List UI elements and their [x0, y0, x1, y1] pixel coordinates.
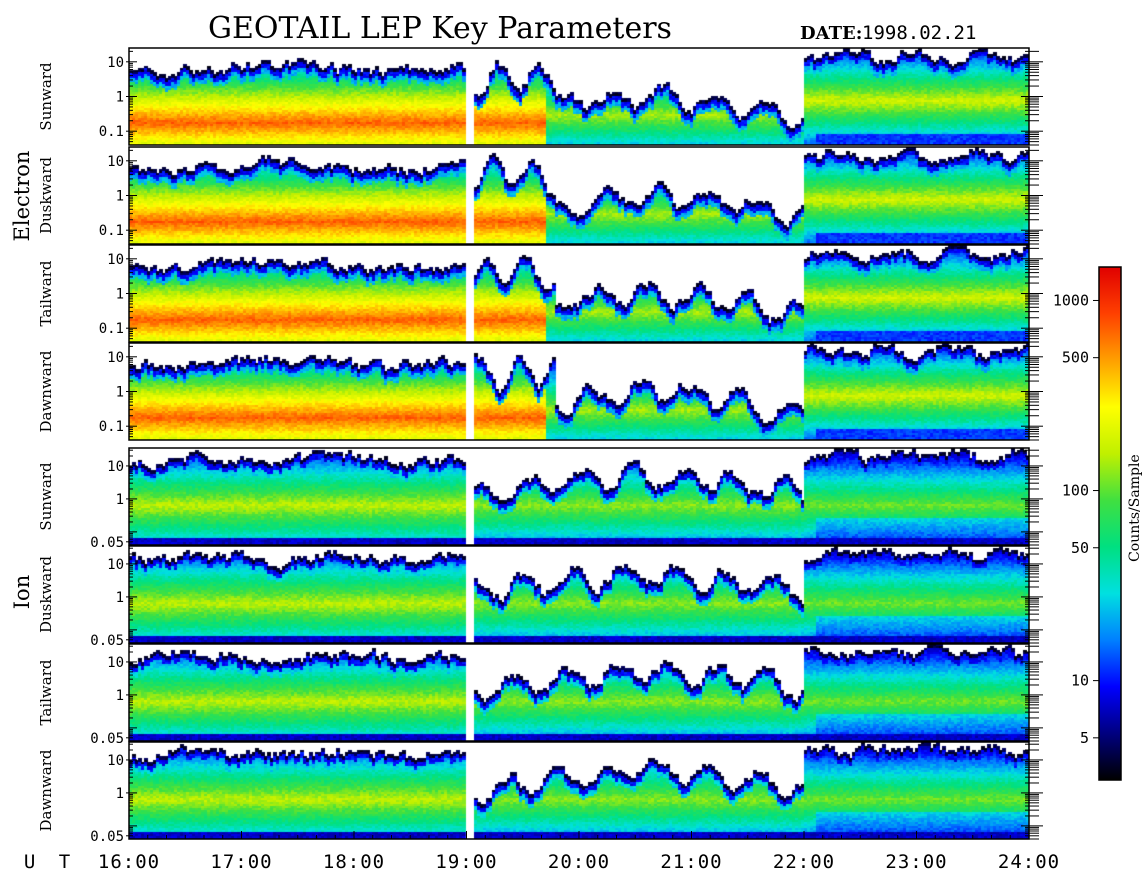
- colorbar-tick-label: 500: [1062, 349, 1089, 367]
- y-tick-label: 1: [116, 385, 124, 401]
- x-tick-label: 16:00: [98, 851, 160, 873]
- colorbar-gradient: [1098, 266, 1122, 781]
- y-tick-label: 10: [107, 252, 124, 268]
- spectrogram-panels: 10 1 0.1 Sunward 10 1 0.1 Duskward 10 1 0.1 Tailwar…: [37, 47, 1043, 845]
- spectrogram-image: [129, 343, 1029, 440]
- spectrogram-image: [129, 644, 1029, 741]
- y-tick-label: 0.1: [99, 321, 124, 337]
- y-tick-label: 1: [116, 90, 124, 106]
- y-tick-label: 0.05: [90, 829, 124, 845]
- y-tick-label: 0.1: [99, 419, 124, 435]
- data-gap: [466, 742, 474, 839]
- x-axis-label: U T: [24, 851, 76, 873]
- panel-frame: [128, 447, 1030, 546]
- panel-label-dawnward: Dawnward: [37, 350, 55, 432]
- y-tick-label: 10: [107, 55, 124, 71]
- y-tick-label: 0.1: [99, 124, 124, 140]
- y-tick-label: 1: [116, 786, 124, 802]
- data-gap: [466, 448, 474, 545]
- panel-ion-dawnward: 10 1 0.05 Dawnward: [37, 741, 1043, 845]
- y-tick-label: 10: [107, 753, 124, 769]
- data-gap: [466, 245, 474, 342]
- figure-title: GEOTAIL LEP Key Parameters: [208, 11, 672, 46]
- x-tick-label: 24:00: [998, 851, 1060, 873]
- spectrogram-image: [129, 147, 1029, 244]
- y-tick-label: 1: [116, 590, 124, 606]
- panel-frame: [128, 545, 1030, 644]
- x-tick-label: 20:00: [548, 851, 610, 873]
- panel-electron-tailward: 10 1 0.1 Tailward: [37, 244, 1043, 343]
- y-tick-label: 0.05: [90, 633, 124, 649]
- panel-frame: [128, 643, 1030, 742]
- data-gap: [466, 48, 474, 145]
- x-tick-label: 23:00: [885, 851, 947, 873]
- panel-electron-dawnward: 10 1 0.1 Dawnward: [37, 342, 1043, 441]
- panel-ion-tailward: 10 1 0.05 Tailward: [37, 643, 1043, 747]
- y-tick-label: 10: [107, 655, 124, 671]
- panel-label-dawnward: Dawnward: [37, 749, 55, 831]
- x-tick-label: 22:00: [773, 851, 835, 873]
- time-axis: 16:00 17:00 18:00 19:00 20:00 21:00 22:00 23:00…: [24, 831, 1060, 873]
- colorbar-tick-label: 5: [1080, 729, 1089, 747]
- y-tick-label: 1: [116, 189, 124, 205]
- colorbar-tick-label: 100: [1062, 482, 1089, 500]
- date-value: 1998.02.21: [862, 22, 976, 44]
- panel-electron-sunward: 10 1 0.1 Sunward: [37, 47, 1043, 146]
- y-tick-label: 10: [107, 154, 124, 170]
- y-tick-label: 0.05: [90, 535, 124, 551]
- panel-electron-duskward: 10 1 0.1 Duskward: [37, 146, 1043, 245]
- spectrogram-image: [129, 245, 1029, 342]
- species-label-ion: Ion: [10, 575, 34, 609]
- panel-label-sunward: Sunward: [37, 62, 55, 131]
- x-tick-label: 21:00: [660, 851, 722, 873]
- panel-label-duskward: Duskward: [37, 556, 55, 633]
- colorbar-label: Counts/Sample: [1127, 454, 1142, 562]
- spectrogram-image: [129, 48, 1029, 145]
- panel-label-duskward: Duskward: [37, 157, 55, 234]
- y-tick-label: 1: [116, 287, 124, 303]
- date-label: DATE:: [800, 23, 862, 44]
- colorbar-tick-label: 1000: [1053, 291, 1089, 309]
- colorbar-tick-label: 10: [1071, 672, 1089, 690]
- species-label-electron: Electron: [10, 151, 34, 242]
- panel-label-tailward: Tailward: [37, 659, 55, 725]
- panel-label-tailward: Tailward: [37, 260, 55, 326]
- y-tick-label: 1: [116, 688, 124, 704]
- y-tick-label: 10: [107, 557, 124, 573]
- panel-label-sunward: Sunward: [37, 462, 55, 531]
- data-gap: [466, 546, 474, 643]
- y-tick-label: 0.1: [99, 223, 124, 239]
- spectrogram-image: [129, 742, 1029, 839]
- species-labels: Electron Ion: [10, 151, 34, 610]
- data-gap: [466, 644, 474, 741]
- data-gap: [466, 147, 474, 244]
- y-tick-label: 1: [116, 492, 124, 508]
- spectrogram-image: [129, 448, 1029, 545]
- panel-ion-sunward: 10 1 0.05 Sunward: [37, 447, 1043, 551]
- x-tick-label: 19:00: [435, 851, 497, 873]
- colorbar: 5 10 50 100 500 1000 Counts/Sample: [1053, 266, 1142, 781]
- y-tick-label: 10: [107, 350, 124, 366]
- data-gap: [466, 343, 474, 440]
- panel-ion-duskward: 10 1 0.05 Duskward: [37, 545, 1043, 649]
- x-tick-label: 17:00: [210, 851, 272, 873]
- colorbar-tick-label: 50: [1071, 539, 1089, 557]
- y-tick-label: 10: [107, 459, 124, 475]
- spectrogram-image: [129, 546, 1029, 643]
- x-tick-label: 18:00: [323, 851, 385, 873]
- y-tick-label: 0.05: [90, 731, 124, 747]
